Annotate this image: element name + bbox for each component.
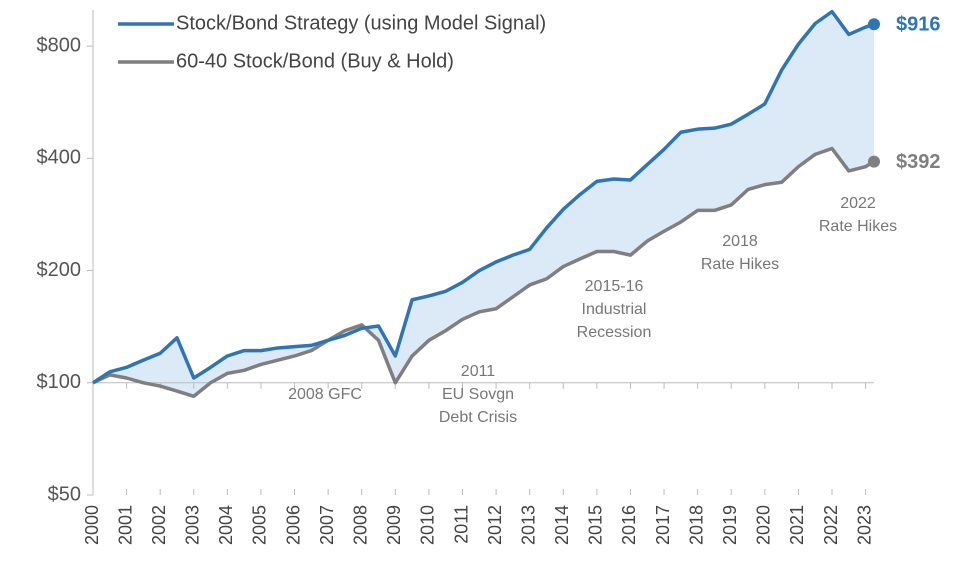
annotation: 2008 GFC (288, 386, 362, 403)
x-tick-label: 2001 (115, 505, 135, 545)
x-tick-label: 2008 (350, 505, 370, 545)
x-tick-label: 2019 (720, 505, 740, 545)
series-line (92, 9, 875, 385)
y-tick-label: $100 (37, 371, 82, 393)
annotation: Rate Hikes (701, 256, 779, 273)
end-point (868, 18, 880, 31)
annotation: 2011 (461, 363, 496, 380)
annotation: 2015-16 (585, 278, 644, 295)
x-tick-label: 2009 (384, 505, 404, 545)
x-tick-label: 2021 (787, 505, 807, 545)
x-tick-label: 2006 (283, 505, 303, 545)
x-tick-label: 2005 (250, 505, 270, 545)
x-tick-label: 2014 (552, 505, 572, 545)
x-tick-label: 2003 (183, 505, 203, 545)
y-tick-label: $50 (48, 483, 81, 505)
x-tick-label: 2017 (653, 505, 673, 545)
x-tick-label: 2016 (619, 505, 639, 545)
annotation: Industrial (582, 301, 647, 318)
x-tick-label: 2018 (686, 505, 706, 545)
legend-label: Stock/Bond Strategy (using Model Signal) (176, 12, 546, 34)
value-label: $392 (896, 151, 941, 173)
annotation: 2018 (722, 233, 758, 250)
end-point (868, 155, 880, 168)
annotation: EU Sovgn (442, 386, 514, 403)
value-label: $916 (896, 13, 941, 35)
annotation: Rate Hikes (819, 218, 897, 235)
x-tick-label: 2013 (518, 505, 538, 545)
x-tick-label: 2011 (451, 505, 471, 544)
x-tick-label: 2002 (149, 505, 169, 545)
x-tick-label: 2010 (418, 505, 438, 545)
annotation: Debt Crisis (439, 409, 517, 426)
x-tick-label: 2020 (754, 505, 774, 545)
x-tick-label: 2000 (82, 505, 102, 545)
series-line (92, 146, 875, 399)
x-tick-label: 2015 (586, 505, 606, 545)
x-tick-label: 2023 (854, 505, 874, 545)
annotation: 2022 (840, 195, 876, 212)
y-tick-label: $800 (37, 34, 82, 56)
x-tick-label: 2004 (216, 505, 236, 545)
annotation: Recession (577, 324, 652, 341)
y-tick-label: $200 (37, 259, 82, 281)
x-tick-label: 2007 (317, 505, 337, 545)
legend-label: 60-40 Stock/Bond (Buy & Hold) (176, 50, 454, 72)
x-tick-label: 2022 (821, 505, 841, 545)
x-tick-label: 2012 (485, 505, 505, 545)
y-tick-label: $400 (37, 147, 82, 169)
